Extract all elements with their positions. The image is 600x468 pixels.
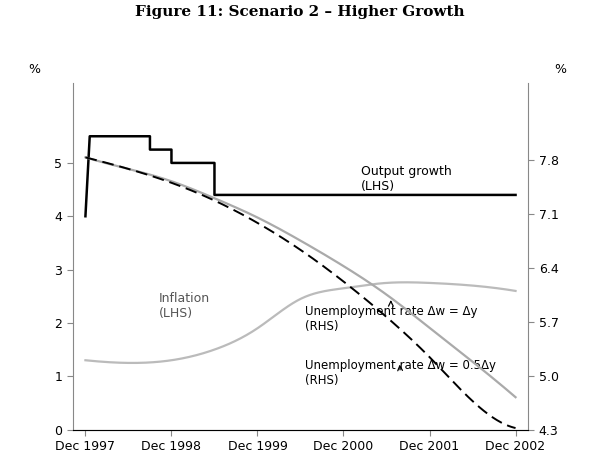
- Text: %: %: [554, 63, 566, 76]
- Text: Unemployment rate Δw = Δy
(RHS): Unemployment rate Δw = Δy (RHS): [305, 301, 477, 333]
- Text: Figure 11: Scenario 2 – Higher Growth: Figure 11: Scenario 2 – Higher Growth: [135, 5, 465, 19]
- Text: Output growth
(LHS): Output growth (LHS): [361, 165, 451, 193]
- Text: Unemployment rate Δw = 0.5Δy
(RHS): Unemployment rate Δw = 0.5Δy (RHS): [305, 358, 496, 387]
- Text: %: %: [28, 63, 40, 76]
- Text: Inflation
(LHS): Inflation (LHS): [158, 292, 209, 320]
